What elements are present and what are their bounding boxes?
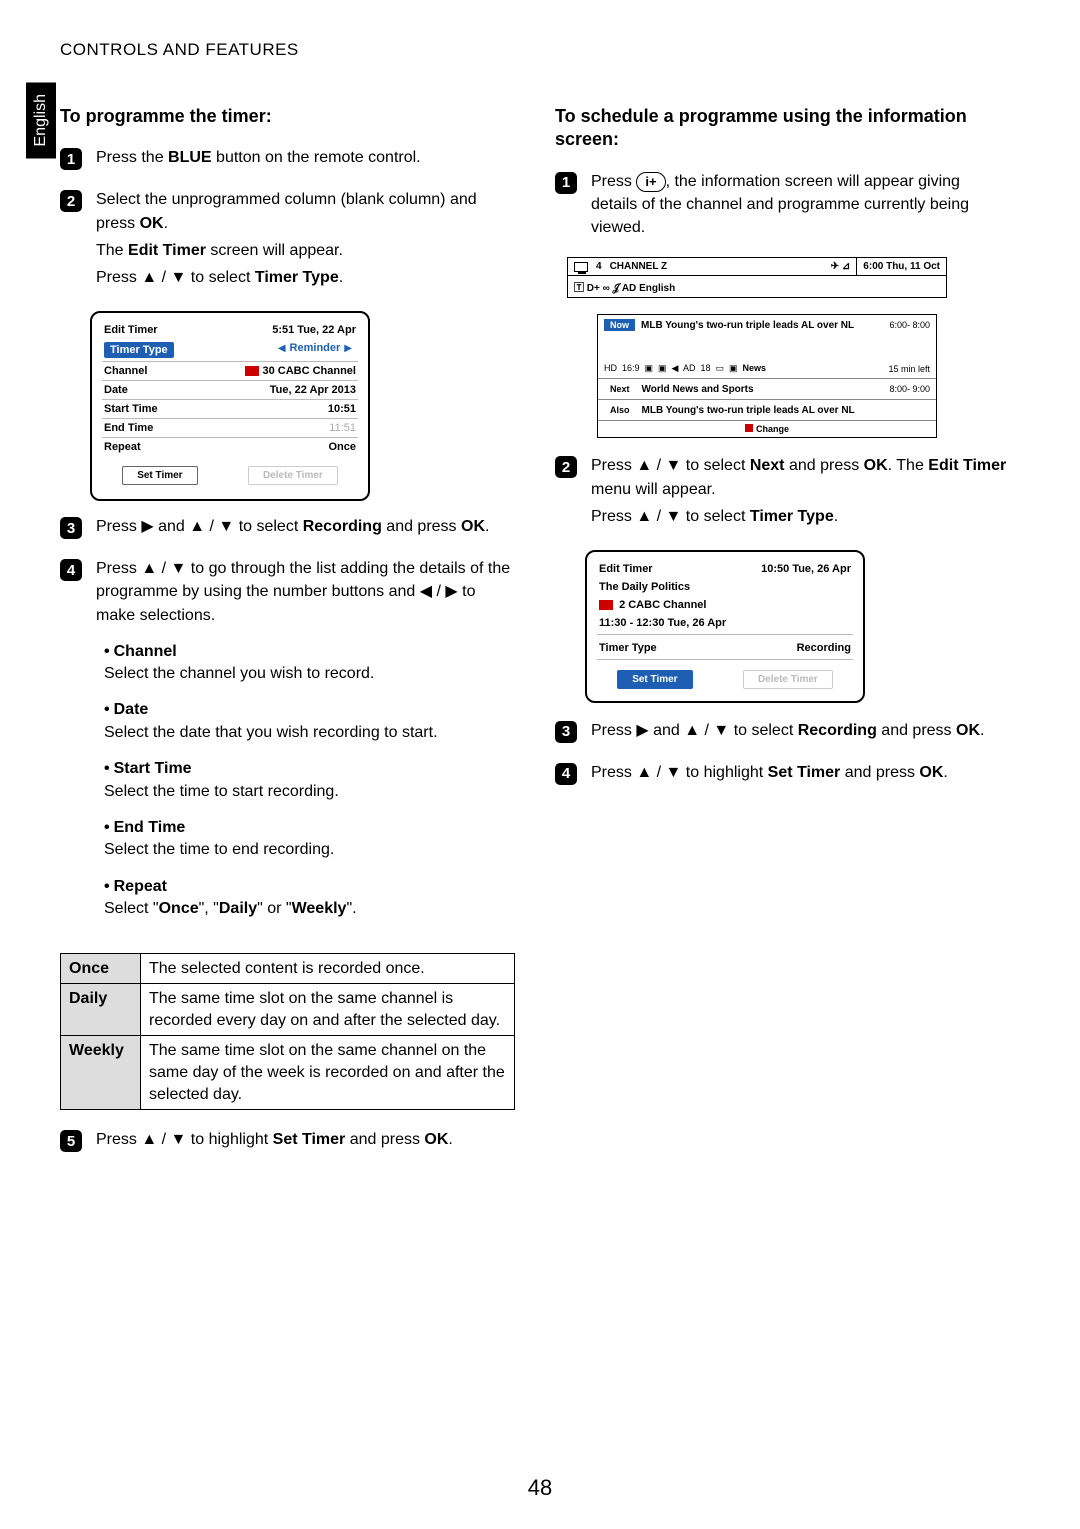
r-step-badge-2: 2: [555, 456, 577, 478]
ip-also-tag: Also: [604, 404, 636, 416]
info-time: 6:00 Thu, 11 Oct: [856, 258, 946, 275]
info-ch-name: CHANNEL Z: [610, 261, 668, 272]
edit-timer-screenshot: Edit Timer 5:51 Tue, 22 Apr Timer Type ◀…: [90, 311, 370, 501]
rt-daily-desc: The same time slot on the same channel i…: [141, 984, 515, 1036]
info-panel: Now MLB Young's two-run triple leads AL …: [597, 314, 937, 438]
ip-next-tag: Next: [604, 383, 636, 395]
ip-also-title: MLB Young's two-run triple leads AL over…: [642, 405, 930, 416]
et-date-value: Tue, 22 Apr 2013: [270, 384, 356, 396]
sub-end: •End Time Select the time to end recordi…: [104, 817, 515, 862]
ip-now-time: 6:00- 8:00: [889, 320, 930, 330]
ip-change: Change: [756, 424, 789, 434]
et2-title: Edit Timer: [599, 563, 653, 575]
et-set-button: Set Timer: [122, 466, 197, 485]
right-column: To schedule a programme using the inform…: [555, 105, 1010, 1170]
et-end-label: End Time: [104, 422, 153, 434]
repeat-table: Once The selected content is recorded on…: [60, 953, 515, 1111]
sub-repeat: •Repeat Select "Once", "Daily" or "Weekl…: [104, 876, 515, 921]
et-delete-button: Delete Timer: [248, 466, 338, 485]
ip-next-title: World News and Sports: [642, 384, 884, 395]
et2-tt-label: Timer Type: [599, 642, 657, 654]
et2-tt-value: Recording: [797, 642, 851, 654]
et-date-label: Date: [104, 384, 128, 396]
red-square-icon: [745, 424, 753, 432]
r-step-badge-4: 4: [555, 763, 577, 785]
step-badge-5: 5: [60, 1130, 82, 1152]
step-badge-4: 4: [60, 559, 82, 581]
r-step-3-text: Press ▶ and ▲ / ▼ to select Recording an…: [591, 719, 1010, 742]
et2-prog: The Daily Politics: [599, 581, 690, 593]
step-1-text: Press the BLUE button on the remote cont…: [96, 146, 515, 169]
rt-weekly-label: Weekly: [61, 1036, 141, 1110]
step-badge-2: 2: [60, 190, 82, 212]
et2-ch: 2 CABC Channel: [599, 599, 706, 611]
left-heading: To programme the timer:: [60, 105, 515, 128]
sub-start: •Start Time Select the time to start rec…: [104, 758, 515, 803]
et-time: 5:51 Tue, 22 Apr: [272, 324, 356, 336]
edit-timer-screenshot-2: Edit Timer 10:50 Tue, 26 Apr The Daily P…: [585, 550, 865, 703]
r-step-2-text: Press ▲ / ▼ to select Next and press OK.…: [591, 454, 1010, 532]
sub-date: •Date Select the date that you wish reco…: [104, 699, 515, 744]
step-badge-1: 1: [60, 148, 82, 170]
step-3-text: Press ▶ and ▲ / ▼ to select Recording an…: [96, 515, 515, 538]
et-end-value: 11:51: [329, 422, 356, 434]
step-5-text: Press ▲ / ▼ to highlight Set Timer and p…: [96, 1128, 515, 1151]
r-step-badge-1: 1: [555, 172, 577, 194]
step-4-text: Press ▲ / ▼ to go through the list addin…: [96, 557, 515, 934]
rt-once-desc: The selected content is recorded once.: [141, 953, 515, 984]
step-badge-3: 3: [60, 517, 82, 539]
et-start-label: Start Time: [104, 403, 158, 415]
left-column: To programme the timer: 1 Press the BLUE…: [60, 105, 515, 1170]
r-step-badge-3: 3: [555, 721, 577, 743]
right-heading: To schedule a programme using the inform…: [555, 105, 1010, 152]
info-button-icon: i+: [636, 172, 665, 192]
et2-slot: 11:30 - 12:30 Tue, 26 Apr: [599, 617, 726, 629]
et-start-value: 10:51: [328, 403, 356, 415]
et2-time: 10:50 Tue, 26 Apr: [761, 563, 851, 575]
step-2-text: Select the unprogrammed column (blank co…: [96, 188, 515, 293]
rt-once-label: Once: [61, 953, 141, 984]
ip-meta-left: HD 16:9 ▣ ▣ ◀ AD 18 ▭ ▣ News: [604, 363, 766, 374]
et2-set-button: Set Timer: [617, 670, 692, 689]
ip-next-time: 8:00- 9:00: [889, 384, 930, 394]
info-lang-row: 🅃 D+ ∞ 𝒥 AD English: [568, 276, 946, 297]
ip-now-tag: Now: [604, 319, 635, 331]
ip-meta-right: 15 min left: [888, 364, 930, 374]
info-ch-num: 4: [596, 261, 602, 272]
et-title: Edit Timer: [104, 324, 158, 336]
et-repeat-label: Repeat: [104, 441, 141, 453]
et-timer-type-value: ◀Reminder▶: [274, 342, 356, 358]
et-channel-label: Channel: [104, 365, 147, 377]
et-repeat-value: Once: [328, 441, 356, 453]
et-channel-value: 30 CABC Channel: [245, 365, 356, 377]
page-number: 48: [0, 1475, 1080, 1501]
sub-channel: •Channel Select the channel you wish to …: [104, 641, 515, 686]
r-step-4-text: Press ▲ / ▼ to highlight Set Timer and p…: [591, 761, 1010, 784]
language-tab: English: [26, 82, 56, 158]
section-header: CONTROLS AND FEATURES: [60, 40, 1010, 60]
tv-icon: [574, 262, 588, 272]
rt-daily-label: Daily: [61, 984, 141, 1036]
et2-delete-button: Delete Timer: [743, 670, 833, 689]
rt-weekly-desc: The same time slot on the same channel o…: [141, 1036, 515, 1110]
r-step-1-text: Press i+, the information screen will ap…: [591, 170, 1010, 240]
et-timer-type-label: Timer Type: [104, 342, 174, 358]
info-screen-header: 4 CHANNEL Z ✈ ⊿ 6:00 Thu, 11 Oct 🅃 D+ ∞ …: [567, 257, 947, 298]
ip-now-title: MLB Young's two-run triple leads AL over…: [641, 320, 883, 331]
